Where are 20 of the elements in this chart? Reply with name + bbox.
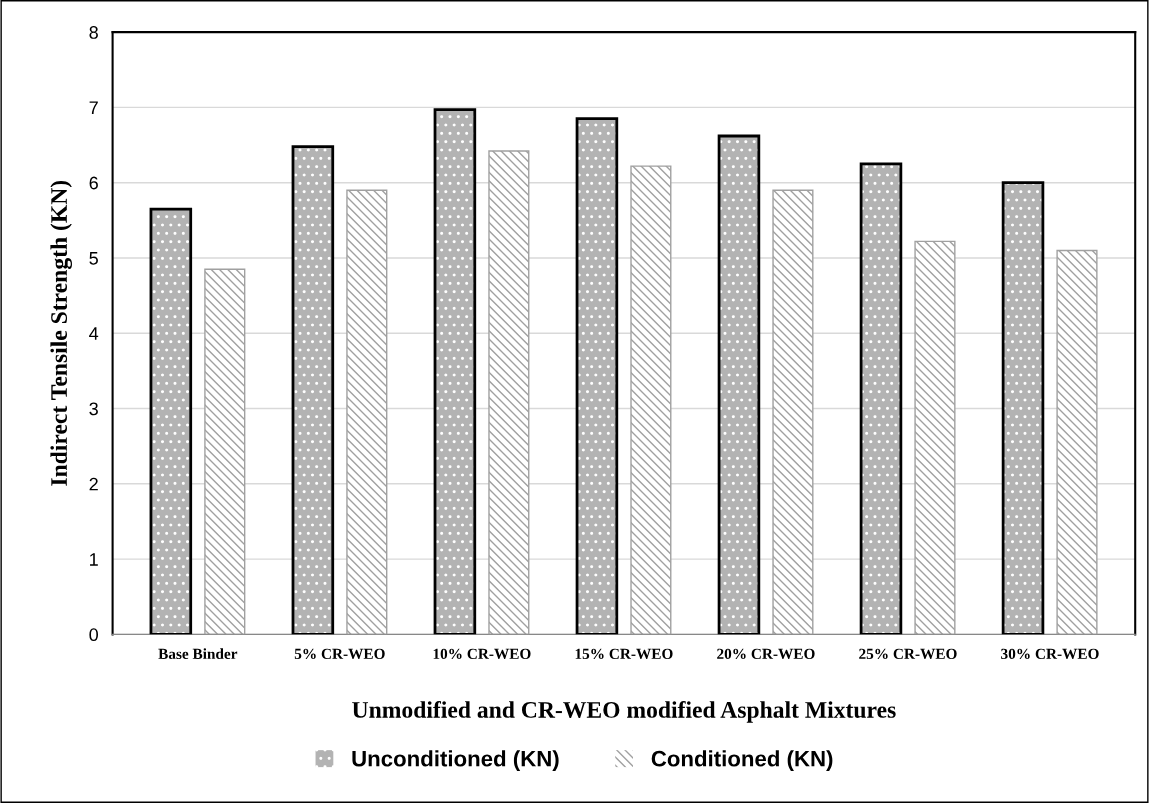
x-tick-label: 25% CR-WEO: [859, 648, 957, 660]
x-tick-label: 10% CR-WEO: [433, 648, 531, 660]
legend-label: Conditioned (KN): [651, 750, 833, 771]
y-axis-title: Indirect Tensile Strength (KN): [50, 180, 73, 486]
y-tick-label: 0: [89, 628, 99, 642]
x-tick-label: 5% CR-WEO: [294, 648, 385, 660]
x-axis-title: Unmodified and CR-WEO modified Asphalt Mixtures: [352, 701, 896, 723]
y-tick-label: 7: [89, 101, 98, 114]
y-tick-label: 1: [90, 553, 98, 566]
y-tick-label: 4: [89, 327, 99, 340]
x-tick-label: Base Binder: [158, 648, 238, 660]
legend-label: Unconditioned (KN): [352, 750, 559, 771]
y-tick-label: 3: [89, 402, 98, 416]
y-tick-label: 2: [89, 477, 98, 491]
y-tick-label: 6: [89, 176, 98, 190]
y-tick-label: 5: [89, 252, 98, 265]
y-tick-label: 8: [89, 26, 98, 39]
x-tick-label: 30% CR-WEO: [1001, 648, 1099, 660]
x-tick-label: 15% CR-WEO: [575, 648, 673, 660]
x-tick-label: 20% CR-WEO: [717, 648, 815, 660]
